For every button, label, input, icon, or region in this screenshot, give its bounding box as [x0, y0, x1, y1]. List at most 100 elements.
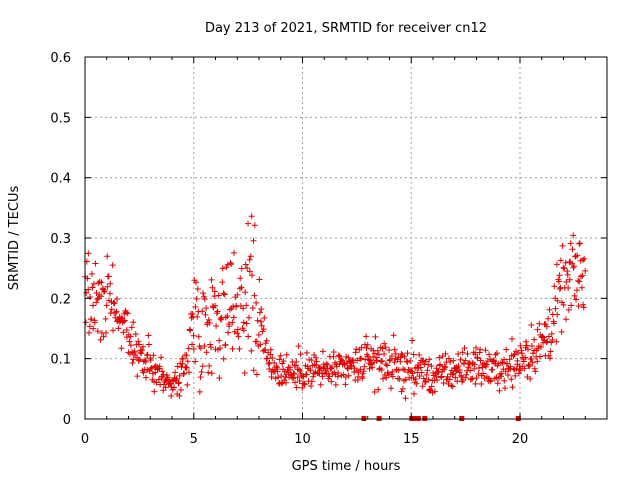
- data-point: [386, 347, 393, 354]
- data-point: [228, 261, 235, 268]
- data-point: [489, 366, 496, 373]
- data-point: [136, 356, 143, 363]
- data-point: [179, 355, 186, 362]
- data-point: [92, 260, 99, 267]
- data-point: [134, 373, 141, 380]
- data-point: [422, 358, 429, 365]
- data-point: [384, 362, 391, 369]
- data-point: [575, 277, 582, 284]
- data-point: [313, 358, 320, 365]
- data-point: [497, 373, 504, 380]
- data-point: [472, 344, 479, 351]
- data-point: [85, 286, 92, 293]
- data-point: [176, 392, 183, 399]
- data-point: [412, 375, 419, 382]
- data-point: [227, 259, 234, 266]
- data-point: [472, 380, 479, 387]
- data-point: [283, 351, 290, 358]
- data-point: [503, 346, 510, 353]
- data-point: [423, 371, 430, 378]
- data-point: [211, 288, 218, 295]
- data-point: [562, 259, 569, 266]
- data-point: [258, 306, 265, 313]
- data-point: [127, 333, 134, 340]
- data-point: [246, 256, 253, 263]
- data-point: [100, 333, 107, 340]
- data-point: [560, 264, 567, 271]
- data-point: [487, 377, 494, 384]
- data-point: [556, 285, 563, 292]
- data-point: [283, 379, 290, 386]
- data-point: [487, 378, 494, 385]
- data-point: [155, 376, 162, 383]
- data-point: [147, 365, 154, 372]
- data-point: [357, 355, 364, 362]
- data-point: [454, 378, 461, 385]
- data-point: [171, 384, 178, 391]
- data-point: [508, 335, 515, 342]
- data-point: [94, 295, 101, 302]
- data-point: [271, 359, 278, 366]
- data-point: [577, 273, 584, 280]
- data-point: [203, 349, 210, 356]
- data-point: [563, 278, 570, 285]
- data-point: [193, 295, 200, 302]
- data-point: [126, 338, 133, 345]
- data-point: [418, 369, 425, 376]
- data-point: [401, 353, 408, 360]
- data-point: [360, 368, 367, 375]
- data-point: [256, 276, 263, 283]
- data-point: [459, 349, 466, 356]
- data-point: [579, 272, 586, 279]
- data-point: [551, 283, 558, 290]
- data-point: [86, 329, 93, 336]
- data-point: [268, 374, 275, 381]
- data-point: [113, 308, 120, 315]
- data-point: [307, 367, 314, 374]
- y-tick-label: 0: [63, 413, 71, 428]
- data-point: [446, 376, 453, 383]
- data-point: [240, 327, 247, 334]
- data-point: [558, 328, 565, 335]
- data-point: [392, 350, 399, 357]
- data-point: [199, 308, 206, 315]
- data-point: [575, 303, 582, 310]
- data-point: [504, 360, 511, 367]
- data-point: [578, 284, 585, 291]
- data-point: [235, 333, 242, 340]
- data-point: [114, 296, 121, 303]
- y-tick-label: 0.5: [50, 111, 71, 126]
- data-point: [236, 285, 243, 292]
- data-point: [240, 305, 247, 312]
- data-point: [486, 351, 493, 358]
- data-point: [219, 279, 226, 286]
- y-tick-label: 0.3: [50, 232, 71, 247]
- data-point: [464, 350, 471, 357]
- data-point: [508, 376, 515, 383]
- data-point: [207, 341, 214, 348]
- data-point: [264, 355, 271, 362]
- data-point: [225, 329, 232, 336]
- data-point: [275, 374, 282, 381]
- data-point: [121, 317, 128, 324]
- data-point: [399, 385, 406, 392]
- data-point: [549, 337, 556, 344]
- data-point: [364, 353, 371, 360]
- data-point: [240, 319, 247, 326]
- data-point: [242, 261, 249, 268]
- data-point: [553, 338, 560, 345]
- data-point: [97, 336, 104, 343]
- data-point: [545, 333, 552, 340]
- data-point: [469, 375, 476, 382]
- data-point: [234, 291, 241, 298]
- data-point: [101, 287, 108, 294]
- data-point: [120, 329, 127, 336]
- data-point: [267, 346, 274, 353]
- data-point: [539, 333, 546, 340]
- data-point: [546, 306, 553, 313]
- data-point: [110, 327, 117, 334]
- data-point: [448, 382, 455, 389]
- data-point: [564, 268, 571, 275]
- data-point: [196, 388, 203, 395]
- data-point: [522, 354, 529, 361]
